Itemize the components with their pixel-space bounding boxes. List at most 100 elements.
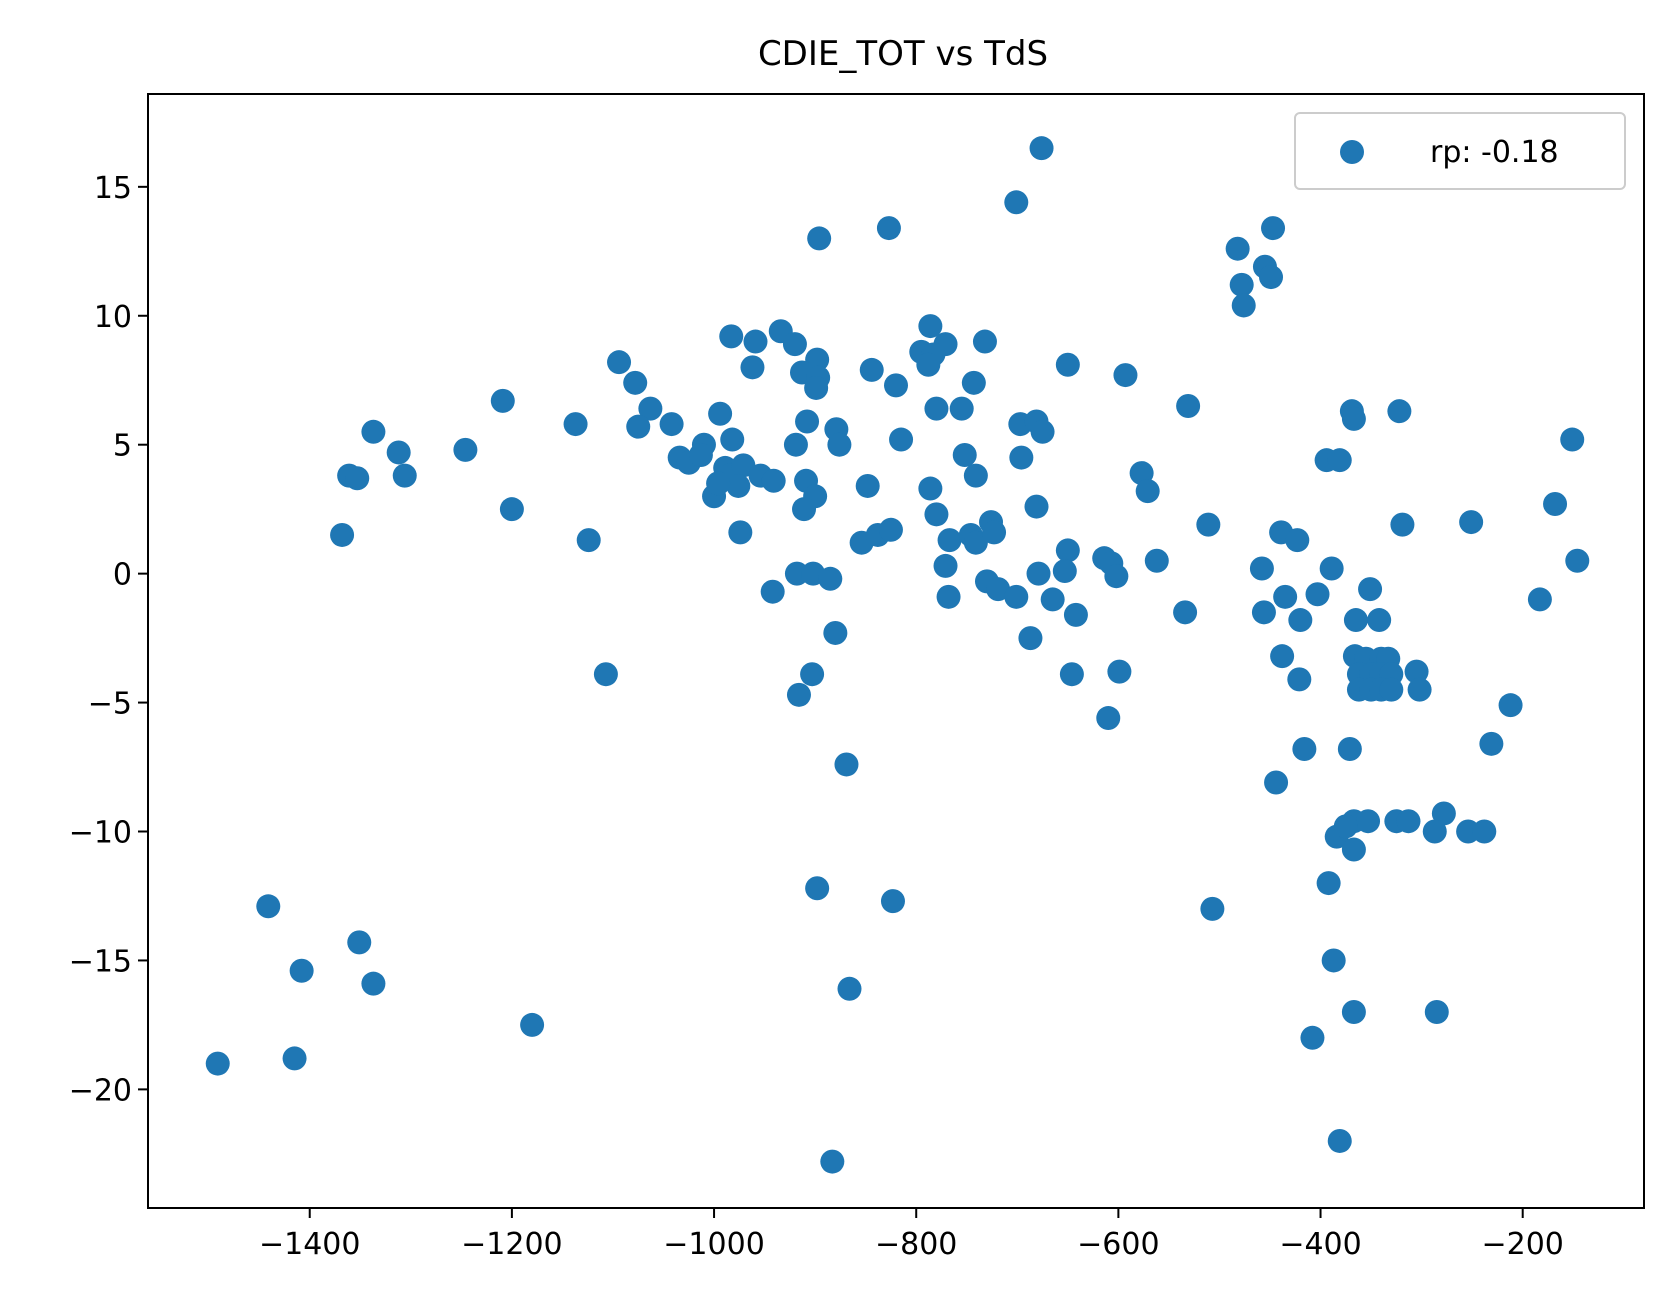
scatter-point bbox=[499, 497, 524, 522]
plot-frame bbox=[147, 93, 1645, 1209]
scatter-point bbox=[1251, 600, 1276, 625]
scatter-point bbox=[392, 463, 417, 488]
scatter-point bbox=[1327, 1128, 1352, 1153]
scatter-point bbox=[884, 373, 908, 398]
scatter-point bbox=[576, 528, 601, 553]
scatter-point bbox=[728, 520, 753, 545]
scatter-point bbox=[1288, 608, 1313, 633]
scatter-point bbox=[386, 440, 411, 465]
x-tick-label: −1000 bbox=[663, 1227, 764, 1262]
scatter-point bbox=[1356, 809, 1381, 834]
scatter-point bbox=[1264, 770, 1289, 795]
scatter-point bbox=[361, 419, 386, 444]
scatter-point bbox=[1424, 1000, 1449, 1025]
scatter-point bbox=[1024, 494, 1049, 519]
scatter-point bbox=[638, 396, 663, 421]
scatter-point bbox=[1135, 479, 1160, 504]
scatter-point bbox=[918, 314, 943, 339]
scatter-point bbox=[924, 396, 949, 421]
scatter-point bbox=[1431, 801, 1456, 826]
scatter-point bbox=[1055, 538, 1080, 563]
scatter-point bbox=[1004, 190, 1029, 215]
scatter-point bbox=[1422, 819, 1447, 844]
scatter-point bbox=[1404, 659, 1429, 684]
scatter-point bbox=[1341, 1000, 1366, 1025]
scatter-point bbox=[961, 370, 986, 395]
y-axis: −20 −15 −10 −5 0 5 10 15 bbox=[69, 171, 148, 1108]
y-tick-label: 10 bbox=[94, 300, 132, 335]
scatter-point bbox=[918, 476, 943, 501]
y-tick-label: 5 bbox=[113, 429, 132, 464]
scatter-point bbox=[1249, 556, 1274, 581]
scatter-point bbox=[963, 463, 988, 488]
scatter-point bbox=[1029, 136, 1054, 161]
scatter-point bbox=[760, 579, 785, 604]
scatter-point bbox=[1321, 948, 1346, 973]
scatter-point bbox=[1009, 445, 1034, 470]
scatter-point bbox=[820, 1149, 845, 1174]
scatter-point bbox=[807, 226, 832, 251]
legend: rp: -0.18 bbox=[1294, 112, 1626, 190]
scatter-point bbox=[688, 443, 713, 468]
scatter-point bbox=[719, 324, 744, 349]
scatter-point bbox=[607, 350, 632, 375]
x-tick-label: −600 bbox=[1077, 1227, 1159, 1262]
scatter-point bbox=[453, 437, 478, 462]
scatter-point bbox=[1229, 272, 1254, 297]
scatter-point bbox=[659, 412, 684, 437]
scatter-point bbox=[795, 409, 820, 434]
scatter-point bbox=[761, 468, 786, 493]
legend-label: rp: -0.18 bbox=[1430, 135, 1559, 170]
scatter-point bbox=[1144, 548, 1169, 573]
scatter-point bbox=[1040, 587, 1065, 612]
scatter-point bbox=[361, 971, 386, 996]
scatter-point bbox=[916, 352, 941, 377]
y-tick-label: −10 bbox=[69, 816, 132, 851]
scatter-point bbox=[782, 332, 807, 357]
y-tick-label: −20 bbox=[69, 1073, 132, 1108]
scatter-point bbox=[1472, 819, 1497, 844]
scatter-point bbox=[1225, 236, 1250, 261]
scatter-point bbox=[1196, 512, 1221, 537]
scatter-point bbox=[1560, 427, 1585, 452]
scatter-point bbox=[1104, 564, 1129, 589]
scatter-point bbox=[626, 414, 651, 439]
scatter-point bbox=[330, 522, 355, 547]
scatter-point bbox=[1479, 731, 1504, 756]
scatter-point bbox=[1107, 659, 1132, 684]
scatter-point bbox=[834, 752, 859, 777]
scatter-point bbox=[1387, 399, 1412, 424]
scatter-point bbox=[1367, 608, 1392, 633]
scatter-point bbox=[1333, 814, 1358, 839]
scatter-point bbox=[1173, 600, 1198, 625]
scatter-point bbox=[1292, 736, 1317, 761]
scatter-point bbox=[1059, 662, 1084, 687]
scatter-point bbox=[823, 620, 848, 645]
scatter-point bbox=[205, 1051, 230, 1076]
x-tick-label: −400 bbox=[1279, 1227, 1361, 1262]
y-tick-label: 0 bbox=[113, 558, 132, 593]
scatter-point bbox=[1343, 608, 1368, 633]
legend-marker bbox=[1340, 140, 1364, 164]
scatter-point bbox=[708, 401, 733, 426]
scatter-points bbox=[205, 136, 1590, 1174]
scatter-point bbox=[800, 662, 825, 687]
scatter-point bbox=[1319, 556, 1344, 581]
scatter-point bbox=[1565, 548, 1590, 573]
x-axis: −1400 −1200 −1000 −800 −600 −400 −200 bbox=[259, 1208, 1564, 1262]
scatter-point bbox=[924, 502, 949, 527]
scatter-point bbox=[949, 396, 974, 421]
scatter-point bbox=[1261, 216, 1286, 241]
scatter-point bbox=[1498, 693, 1523, 718]
scatter-point bbox=[1231, 293, 1256, 318]
scatter-point bbox=[1026, 561, 1051, 586]
scatter-point bbox=[720, 427, 745, 452]
scatter-point bbox=[1176, 394, 1201, 419]
scatter-point bbox=[593, 662, 618, 687]
scatter-point bbox=[347, 930, 372, 955]
scatter-point bbox=[855, 473, 880, 498]
scatter-point bbox=[1341, 837, 1366, 862]
x-tick-label: −200 bbox=[1481, 1227, 1563, 1262]
